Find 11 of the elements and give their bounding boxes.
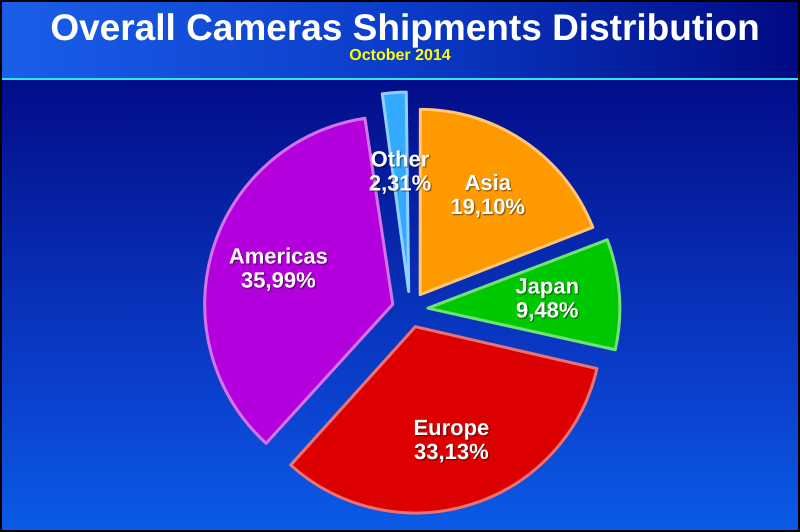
data-label: 33,13%	[414, 438, 489, 464]
slice-label: Other	[370, 146, 430, 172]
slice-label: Japan	[515, 274, 580, 299]
chart-title: Overall Cameras Shipments Distribution	[49, 6, 761, 48]
chart-subtitle: October 2014	[348, 47, 451, 66]
slice-label: Americas	[228, 244, 328, 269]
slice-label: Europe	[413, 414, 490, 440]
slice-label: Asia	[464, 170, 512, 195]
data-label: 35,99%	[241, 268, 316, 293]
data-label: 9,48%	[516, 298, 578, 323]
data-label: 19,10%	[450, 194, 526, 219]
